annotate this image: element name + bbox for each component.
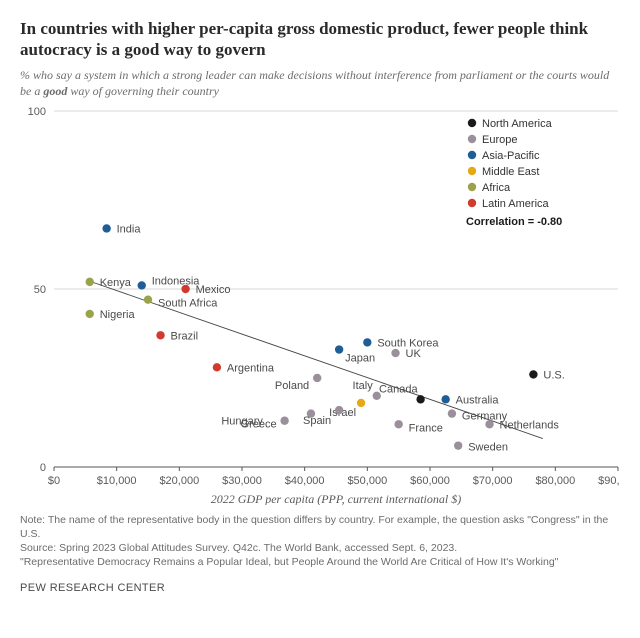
data-point [373,391,381,399]
data-point-label: Argentina [227,362,275,374]
correlation-label: Correlation = -0.80 [466,216,562,228]
legend-label: Middle East [482,166,539,178]
data-point [138,281,146,289]
data-point [529,370,537,378]
data-point-label: Indonesia [152,275,201,287]
y-tick-label: 50 [34,284,46,296]
x-tick-label: $60,000 [410,475,450,487]
data-point [313,374,321,382]
x-tick-label: $50,000 [347,475,387,487]
legend-swatch [468,167,476,175]
source-line: Source: Spring 2023 Global Attitudes Sur… [20,541,620,555]
data-point-label: Italy [353,380,374,392]
data-point-label: Canada [379,383,418,395]
x-tick-label: $0 [48,475,60,487]
data-point-label: South Africa [158,298,218,310]
data-point [454,441,462,449]
data-point [280,416,288,424]
data-point [441,395,449,403]
data-point [102,224,110,232]
note-line: Note: The name of the representative bod… [20,513,620,541]
data-point-label: Poland [275,380,309,392]
subtitle-bold: good [43,84,67,98]
data-point-label: U.S. [543,369,564,381]
data-point-label: Spain [303,415,331,427]
data-point-label: Brazil [171,330,199,342]
data-point [394,420,402,428]
legend-label: Latin America [482,198,550,210]
data-point [448,409,456,417]
legend-label: North America [482,118,553,130]
legend-label: Africa [482,182,511,194]
x-tick-label: $70,000 [473,475,513,487]
data-point-label: India [117,223,142,235]
data-point [416,395,424,403]
data-point [363,338,371,346]
legend-label: Europe [482,134,517,146]
data-point-label: Sweden [468,442,508,454]
data-point-label: Netherlands [500,419,560,431]
scatter-chart: 0 50 100 $0 $10,000 $20,000 $30,000 $40,000 $50,… [20,105,620,505]
data-point [144,295,152,303]
legend-swatch [468,183,476,191]
data-point [335,345,343,353]
data-point [485,420,493,428]
data-point-label: France [409,422,443,434]
data-point [213,363,221,371]
data-point-label: Australia [456,394,500,406]
data-point-label: Nigeria [100,309,136,321]
report-title-line: "Representative Democracy Remains a Popu… [20,555,620,569]
data-point-label: Greece [241,419,277,431]
chart-subtitle: % who say a system in which a strong lea… [20,67,620,99]
x-tick-label: $40,000 [285,475,325,487]
data-point [86,310,94,318]
legend-swatch [468,119,476,127]
chart-svg: 0 50 100 $0 $10,000 $20,000 $30,000 $40,000 $50,… [20,105,620,505]
data-point-label: Japan [345,352,375,364]
data-point [335,406,343,414]
data-point-label: Kenya [100,277,132,289]
data-point [86,278,94,286]
data-point [357,399,365,407]
page: In countries with higher per-capita gros… [0,0,640,638]
data-point-label: Mexico [196,284,231,296]
x-tick-label: $20,000 [159,475,199,487]
footer-brand: PEW RESEARCH CENTER [20,582,620,594]
x-tick-label: $10,000 [97,475,137,487]
chart-title: In countries with higher per-capita gros… [20,18,620,61]
subtitle-post: way of governing their country [67,84,219,98]
legend-swatch [468,199,476,207]
x-tick-label: $90,000 [598,475,620,487]
y-tick-label: 0 [40,462,46,474]
x-tick-label: $80,000 [535,475,575,487]
data-point-label: UK [406,348,422,360]
x-axis-title: 2022 GDP per capita (PPP, current intern… [211,492,461,505]
legend-swatch [468,151,476,159]
data-point [391,349,399,357]
y-tick-label: 100 [28,106,46,118]
data-point [156,331,164,339]
legend-swatch [468,135,476,143]
legend-label: Asia-Pacific [482,150,540,162]
notes-block: Note: The name of the representative bod… [20,513,620,570]
data-point [181,285,189,293]
x-tick-label: $30,000 [222,475,262,487]
